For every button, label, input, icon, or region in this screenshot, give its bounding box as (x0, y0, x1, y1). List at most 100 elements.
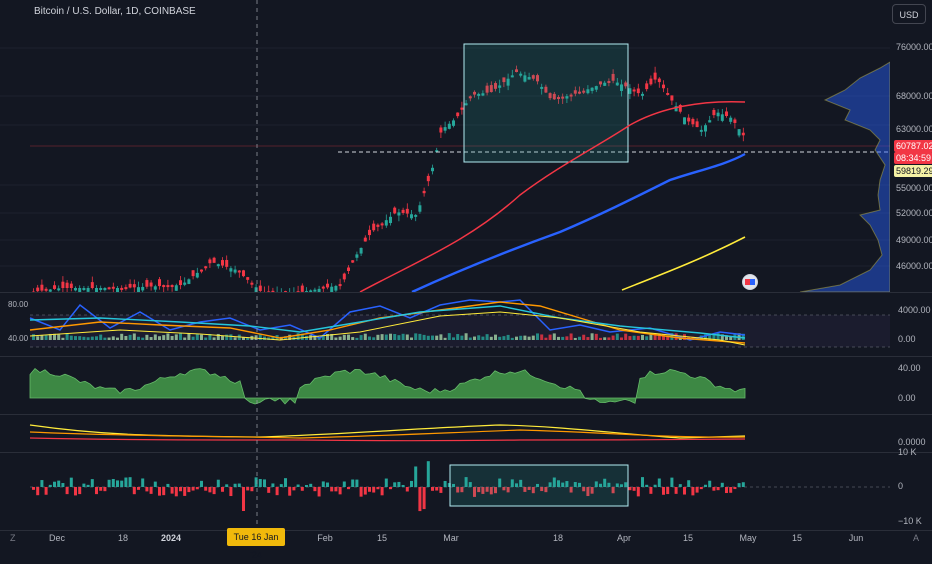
rsi-band (30, 315, 890, 347)
delta-bar (645, 485, 648, 487)
candle-body (666, 93, 669, 95)
rsi-bar (297, 333, 300, 340)
delta-bar (82, 484, 85, 487)
delta-bar (103, 487, 106, 491)
delta-range-box (450, 465, 628, 506)
candle-body (334, 286, 337, 291)
rsi-bar (515, 337, 518, 340)
delta-bar (87, 485, 90, 487)
candle-body (649, 79, 652, 85)
delta-bar (137, 487, 140, 490)
delta-bar (171, 487, 174, 494)
rsi-bar (385, 335, 388, 340)
rsi-bar (557, 337, 560, 340)
price-tick: 46000.00 (896, 261, 932, 271)
delta-bar (49, 485, 52, 487)
candle-body (717, 113, 720, 117)
ma-blue (412, 154, 745, 292)
symbol-title[interactable]: Bitcoin / U.S. Dollar, 1D, COINBASE (34, 6, 196, 17)
delta-bar (192, 487, 195, 491)
auto-scale-button[interactable]: A (913, 533, 919, 543)
candle-body (355, 254, 358, 257)
delta-bar (61, 483, 64, 487)
rsi-bar (595, 334, 598, 340)
delta-bar (435, 487, 438, 491)
rsi-bar (418, 334, 421, 340)
pane-divider[interactable] (0, 292, 932, 293)
rsi-bar (70, 336, 73, 340)
delta-bar (406, 487, 409, 491)
candle-body (452, 120, 455, 125)
candle-body (393, 208, 396, 214)
candle-body (385, 220, 388, 225)
rsi-bar (612, 336, 615, 340)
candle-body (150, 283, 153, 287)
rsi-bar (628, 336, 631, 340)
candle-body (351, 260, 354, 262)
candle-body (704, 125, 707, 131)
chart-plot-area[interactable] (0, 0, 890, 530)
time-tick: Dec (49, 533, 65, 543)
delta-bar (712, 487, 715, 491)
time-tick: 15 (792, 533, 802, 543)
rsi-bar (423, 335, 426, 340)
candle-body (414, 215, 417, 217)
currency-button[interactable]: USD (892, 4, 926, 24)
delta-bar (339, 487, 342, 494)
flag-badge-icon[interactable] (742, 274, 758, 290)
zoom-reset-button[interactable]: Z (10, 533, 16, 543)
delta-bar (175, 487, 178, 496)
time-tick: 15 (377, 533, 387, 543)
rsi-tick: 80.00 (8, 300, 28, 309)
delta-bar (108, 480, 111, 487)
candle-body (246, 277, 249, 280)
rsi-bar (498, 337, 501, 340)
rsi-bar (259, 334, 262, 340)
delta-histogram (32, 461, 745, 511)
delta-bar (40, 480, 43, 487)
candle-body (200, 270, 203, 272)
rsi-bar (477, 335, 480, 340)
rsi-bar (95, 336, 98, 340)
rsi-bar (309, 335, 312, 340)
candle-body (456, 113, 459, 117)
delta-bar (347, 487, 350, 489)
delta-bar (691, 487, 694, 495)
pane-divider[interactable] (0, 414, 932, 415)
ma-yellow (622, 237, 745, 290)
candle-body (683, 117, 686, 124)
candle-body (192, 270, 195, 276)
candle-body (99, 288, 102, 290)
delta-bar (284, 478, 287, 487)
rsi-bar (347, 335, 350, 340)
rsi-tick: 40.00 (8, 334, 28, 343)
delta-bar (700, 487, 703, 489)
candle-body (238, 270, 241, 272)
candle-body (742, 133, 745, 136)
rsi-bar (532, 336, 535, 340)
pane-divider[interactable] (0, 452, 932, 453)
delta-bar (179, 487, 182, 491)
rsi-bar (549, 335, 552, 340)
delta-bar (708, 481, 711, 487)
rsi-bar (578, 337, 581, 340)
delta-bar (330, 487, 333, 491)
delta-bar (717, 487, 720, 490)
rsi-bar (61, 338, 64, 340)
rsi-bar (481, 337, 484, 340)
band-red-line (30, 438, 745, 441)
delta-bar (57, 481, 60, 487)
candle-body (427, 176, 430, 181)
delta-bar (213, 487, 216, 494)
delta-bar (145, 487, 148, 491)
delta-bar (670, 478, 673, 487)
candle-body (175, 285, 178, 291)
rsi-bar (637, 336, 640, 340)
delta-bar (305, 485, 308, 487)
delta-bar (116, 480, 119, 487)
rsi-bar (624, 334, 627, 340)
rsi-bar (57, 335, 60, 340)
pane-divider[interactable] (0, 356, 932, 357)
momentum-tick: 40.00 (898, 363, 921, 373)
delta-bar (263, 479, 266, 487)
